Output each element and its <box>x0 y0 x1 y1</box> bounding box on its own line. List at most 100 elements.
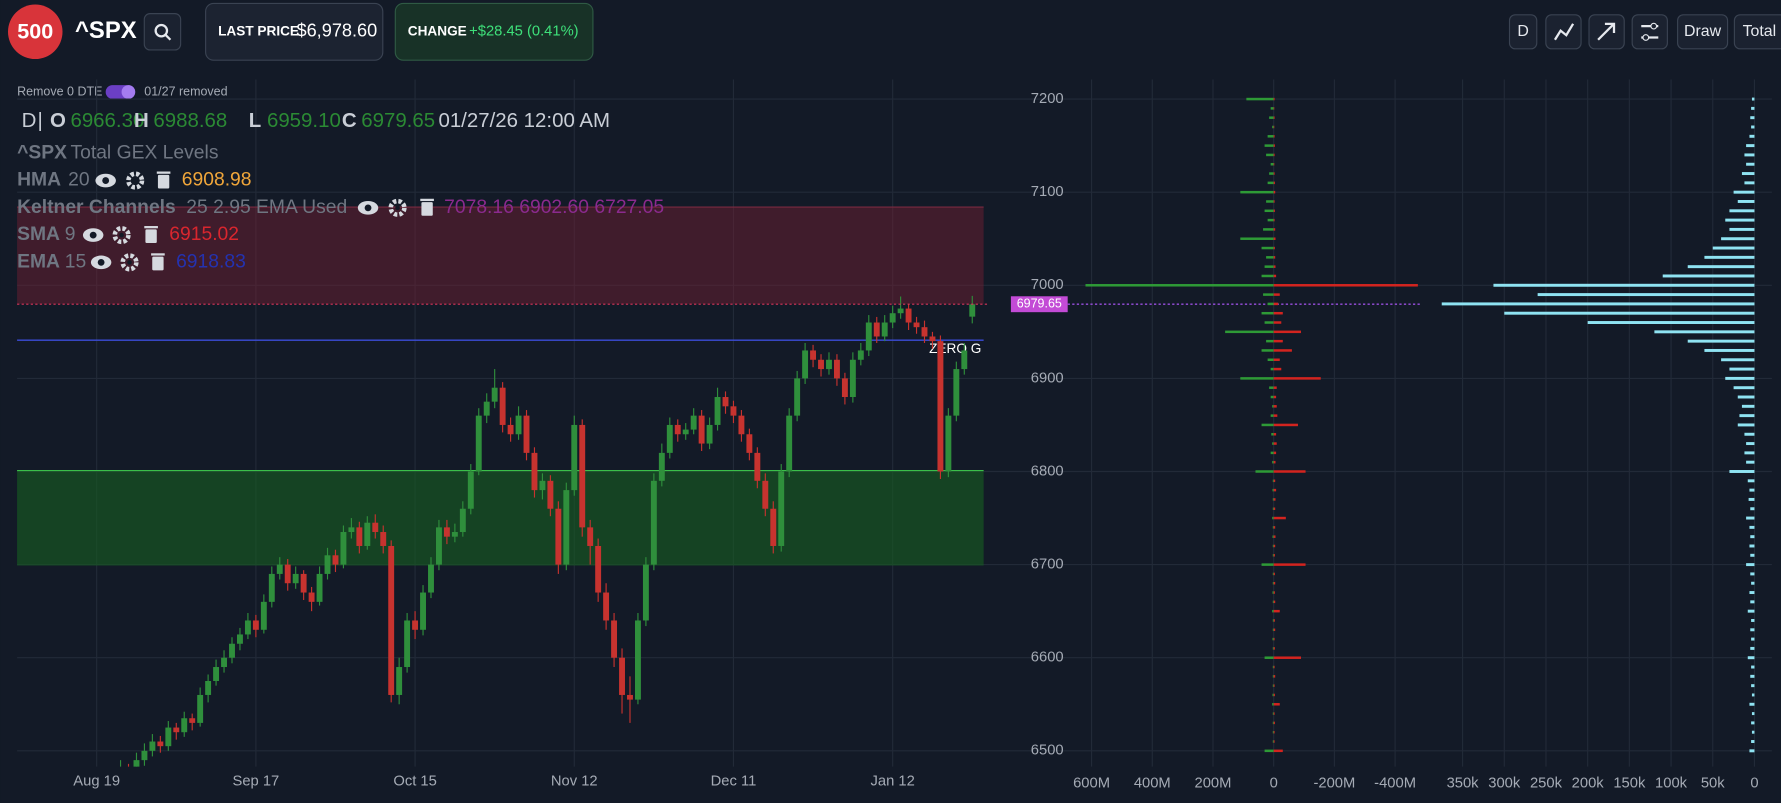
draw-button[interactable]: Draw <box>1677 14 1729 50</box>
gex-bar <box>1746 516 1755 520</box>
delete-icon[interactable] <box>420 198 434 216</box>
settings-icon[interactable] <box>112 226 131 245</box>
gex-bar <box>1721 237 1755 241</box>
candle-body <box>443 527 450 537</box>
gex-bar <box>1272 125 1274 129</box>
candle-body <box>905 308 912 323</box>
gex-zone <box>17 207 984 304</box>
candle-body <box>929 336 936 342</box>
indicators-button[interactable] <box>1545 14 1582 50</box>
gex-bar <box>1751 665 1755 669</box>
interval-button[interactable]: D <box>1508 14 1538 50</box>
candle-body <box>380 532 387 546</box>
gex-bar <box>1751 730 1755 734</box>
indicator-name: HMA <box>17 170 61 191</box>
candle-body <box>292 573 299 584</box>
gex-bar <box>1746 144 1755 148</box>
ohlc-key: C <box>342 109 357 132</box>
gex-bar <box>1750 553 1755 557</box>
gex-bar <box>1537 293 1755 297</box>
x-tick-label: 100k <box>1655 776 1688 792</box>
visibility-icon[interactable] <box>95 173 116 188</box>
gex-bar <box>1272 572 1274 576</box>
candle-body <box>857 350 864 360</box>
toggle-switch[interactable] <box>105 85 136 99</box>
ohlc-key: H <box>134 109 149 132</box>
candle-body <box>491 387 498 402</box>
gex-bar <box>1587 321 1755 324</box>
gex-bar <box>1273 190 1276 194</box>
gex-bar <box>1273 637 1275 641</box>
candle-body <box>642 564 649 621</box>
gex-bar <box>1261 563 1274 566</box>
candle-body <box>746 434 753 453</box>
gex-bar <box>1751 740 1755 743</box>
x-tick-label: Jan 12 <box>871 773 915 789</box>
gex-bar <box>1749 134 1755 138</box>
settings-icon[interactable] <box>388 198 407 217</box>
gex-bar <box>1272 684 1274 687</box>
candle-body <box>428 564 434 593</box>
candle-body <box>826 359 832 370</box>
candle-body <box>332 555 339 565</box>
gex-bar <box>1270 395 1274 399</box>
search-button[interactable] <box>143 13 182 51</box>
y-tick-label: 6700 <box>1031 557 1064 573</box>
gex-bar <box>1744 153 1755 157</box>
delete-icon[interactable] <box>144 226 158 244</box>
gex-bar <box>1273 591 1275 594</box>
candle-body <box>770 508 777 546</box>
candle-body <box>682 429 689 435</box>
ohlc-value: 6959.10 <box>267 109 341 132</box>
last-price-label: LAST PRICE <box>218 23 299 38</box>
indicator-params: 25 2.95 EMA Used <box>186 197 347 218</box>
gex-bar <box>1273 367 1282 371</box>
settings-icon[interactable] <box>126 171 145 190</box>
gex-bar <box>1263 228 1274 231</box>
candle-body <box>388 545 395 695</box>
candle-body <box>260 601 267 630</box>
visibility-icon[interactable] <box>357 201 379 215</box>
gex-bar <box>1272 740 1274 743</box>
gex-bar <box>1085 284 1274 287</box>
candle-body <box>284 564 291 584</box>
gex-bar <box>1273 358 1280 362</box>
gex-bar <box>1662 274 1755 278</box>
candle-body <box>181 718 188 733</box>
gex-bar <box>1272 600 1274 604</box>
total-button[interactable]: Total <box>1733 14 1781 50</box>
gex-bar <box>1273 526 1276 529</box>
gex-bar <box>1273 516 1286 520</box>
delete-icon[interactable] <box>156 171 171 189</box>
gex-bar <box>1687 339 1755 343</box>
trend-button[interactable] <box>1588 14 1625 50</box>
gex-bar <box>1264 265 1274 268</box>
candle-body <box>539 480 546 491</box>
gex-bar <box>1273 218 1275 222</box>
delete-icon[interactable] <box>151 253 165 271</box>
visibility-icon[interactable] <box>90 255 112 270</box>
settings-icon[interactable] <box>120 253 139 272</box>
indicator-params: 15 <box>65 251 86 272</box>
settings-button[interactable] <box>1631 14 1668 50</box>
x-tick-label: 0 <box>1270 776 1278 792</box>
gex-bar <box>1240 190 1274 194</box>
gex-bar <box>1729 367 1755 371</box>
gex-bar <box>1273 405 1277 408</box>
gex-bar <box>1725 376 1755 380</box>
candle-body <box>252 620 259 630</box>
candle-body <box>611 620 618 658</box>
candle-body <box>308 592 315 602</box>
x-tick-label: 250k <box>1530 776 1563 792</box>
trash-body <box>157 174 170 189</box>
candle-body <box>730 406 737 416</box>
gex-bar <box>1493 283 1755 287</box>
candle-body <box>627 694 633 700</box>
y-tick-label: 7200 <box>1031 91 1064 107</box>
candle-body <box>189 718 196 723</box>
badge <box>7 4 63 60</box>
gex-bar <box>1266 200 1274 203</box>
visibility-icon[interactable] <box>82 228 104 242</box>
gex-bar <box>1273 535 1276 538</box>
